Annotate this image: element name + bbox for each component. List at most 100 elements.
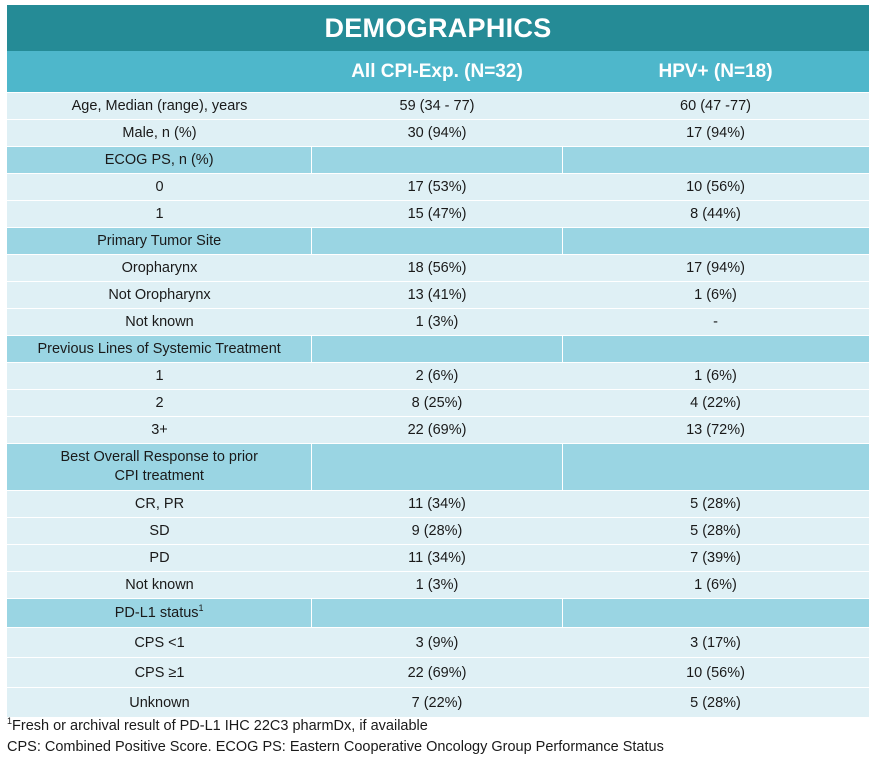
table-row: CR, PR 11 (34%) 5 (28%): [7, 490, 869, 517]
row-label-text: Previous Lines of Systemic Treatment: [37, 341, 281, 357]
footnotes: 1Fresh or archival result of PD-L1 IHC 2…: [7, 716, 664, 758]
row-label-text: 0: [155, 179, 164, 195]
cell-all-cpi: 1 (3%): [415, 314, 459, 330]
table-row: 1 2 (6%) 1 (6%): [7, 362, 869, 389]
cell-hpv: [561, 228, 869, 254]
header-hpv: HPV+ (N=18): [658, 60, 773, 82]
footnote-1: 1Fresh or archival result of PD-L1 IHC 2…: [7, 716, 664, 737]
cell-hpv: 13 (72%): [686, 422, 745, 438]
cell-all-cpi: [311, 599, 561, 627]
cell-all-cpi: 3 (9%): [415, 634, 459, 651]
section-label: ECOG PS, n (%): [7, 152, 311, 168]
cell-hpv: 10 (56%): [686, 179, 745, 195]
row-label-text: Age, Median (range), years: [71, 98, 248, 114]
row-label: Not known: [7, 314, 312, 330]
section-row: Primary Tumor Site: [7, 227, 869, 254]
row-label: Male, n (%): [7, 125, 312, 141]
table-row: Not known 1 (3%) 1 (6%): [7, 571, 869, 598]
cell-hpv: [561, 336, 869, 362]
table-title: DEMOGRAPHICS: [7, 5, 869, 51]
cell-all-cpi: 13 (41%): [407, 287, 467, 303]
row-label: 1: [7, 368, 312, 384]
cell-hpv: 4 (22%): [690, 395, 741, 411]
cell-hpv: 60 (47 -77): [680, 98, 751, 114]
table-row: CPS <1 3 (9%) 3 (17%): [7, 627, 869, 657]
row-label-text: 3+: [151, 422, 168, 438]
cell-all-cpi: 11 (34%): [408, 496, 466, 512]
row-label-text: CPS <1: [134, 634, 185, 651]
cell-all-cpi: [311, 336, 561, 362]
row-label: Not known: [7, 577, 312, 593]
row-label: CR, PR: [7, 496, 312, 512]
row-label: 0: [7, 179, 312, 195]
table-row: Oropharynx 18 (56%) 17 (94%): [7, 254, 869, 281]
row-label: 1: [7, 206, 312, 222]
cell-hpv: 1 (6%): [694, 368, 737, 384]
table-row: CPS ≥1 22 (69%) 10 (56%): [7, 657, 869, 687]
table-body: Age, Median (range), years 59 (34 - 77) 60…: [7, 92, 869, 717]
row-label: CPS <1: [7, 635, 312, 651]
row-label-text: PD: [149, 550, 170, 566]
cell-hpv: [561, 599, 869, 627]
row-label: 2: [7, 395, 312, 411]
cell-hpv: 17 (94%): [686, 260, 745, 276]
cell-all-cpi: 9 (28%): [411, 523, 463, 539]
table-row: 0 17 (53%) 10 (56%): [7, 173, 869, 200]
row-label-text: CPS ≥1: [134, 664, 185, 681]
row-label-text: Oropharynx: [121, 260, 198, 276]
row-label-text: PD-L1 status: [114, 605, 199, 621]
footnote-1-marker: 1: [7, 716, 13, 727]
row-label-text: Male, n (%): [122, 125, 197, 141]
row-label-text: Not Oropharynx: [108, 287, 211, 303]
footnote-2: CPS: Combined Positive Score. ECOG PS: E…: [7, 739, 664, 755]
cell-all-cpi: 59 (34 - 77): [399, 98, 475, 114]
cell-all-cpi: 8 (25%): [411, 395, 463, 411]
row-label: PD: [7, 550, 312, 566]
row-label: 3+: [7, 422, 312, 438]
cell-hpv: 10 (56%): [686, 664, 745, 681]
cell-all-cpi: 22 (69%): [407, 422, 467, 438]
section-label: PD-L1 status1: [7, 604, 311, 621]
row-label-text: 2: [155, 395, 164, 411]
cell-hpv: 3 (17%): [690, 634, 741, 651]
cell-hpv: [561, 444, 869, 490]
section-label: Best Overall Response to prior CPI treat…: [7, 448, 311, 486]
cell-hpv: 5 (28%): [690, 694, 741, 711]
cell-all-cpi: 11 (34%): [408, 550, 466, 566]
row-label: Unknown: [7, 695, 312, 711]
row-label-text: Unknown: [129, 694, 190, 711]
header-all-cpi: All CPI-Exp. (N=32): [351, 60, 523, 82]
table-row: 2 8 (25%) 4 (22%): [7, 389, 869, 416]
row-label-text: ECOG PS, n (%): [104, 152, 214, 168]
cell-all-cpi: 2 (6%): [415, 368, 459, 384]
section-label: Previous Lines of Systemic Treatment: [7, 341, 311, 357]
table-row: Age, Median (range), years 59 (34 - 77) 60…: [7, 92, 869, 119]
section-row: PD-L1 status1: [7, 598, 869, 627]
row-label-text: Primary Tumor Site: [97, 233, 222, 249]
cell-hpv: -: [713, 314, 718, 330]
table-row: Unknown 7 (22%) 5 (28%): [7, 687, 869, 717]
cell-hpv: 1 (6%): [694, 287, 737, 303]
cell-hpv: 5 (28%): [690, 496, 741, 512]
table-row: 1 15 (47%) 8 (44%): [7, 200, 869, 227]
row-label: SD: [7, 523, 312, 539]
row-label-text: CR, PR: [134, 496, 185, 512]
row-label-text: 1: [155, 368, 164, 384]
cell-hpv: 7 (39%): [690, 550, 741, 566]
row-label-text: 1: [155, 206, 164, 222]
table-row: PD 11 (34%) 7 (39%): [7, 544, 869, 571]
section-row: Best Overall Response to prior CPI treat…: [7, 443, 869, 490]
row-label: Not Oropharynx: [7, 287, 312, 303]
cell-all-cpi: 22 (69%): [407, 664, 467, 681]
demographics-table: DEMOGRAPHICS All CPI-Exp. (N=32) HPV+ (N…: [7, 5, 869, 717]
cell-hpv: 8 (44%): [690, 206, 741, 222]
table-row: 3+ 22 (69%) 13 (72%): [7, 416, 869, 443]
table-row: Male, n (%) 30 (94%) 17 (94%): [7, 119, 869, 146]
cell-all-cpi: 7 (22%): [411, 694, 463, 711]
cell-all-cpi: 18 (56%): [407, 260, 467, 276]
cell-all-cpi: [311, 444, 561, 490]
row-label-text: SD: [149, 523, 170, 539]
cell-all-cpi: [311, 228, 561, 254]
row-label-text: Not known: [125, 314, 194, 330]
row-label-text: Not known: [125, 577, 194, 593]
